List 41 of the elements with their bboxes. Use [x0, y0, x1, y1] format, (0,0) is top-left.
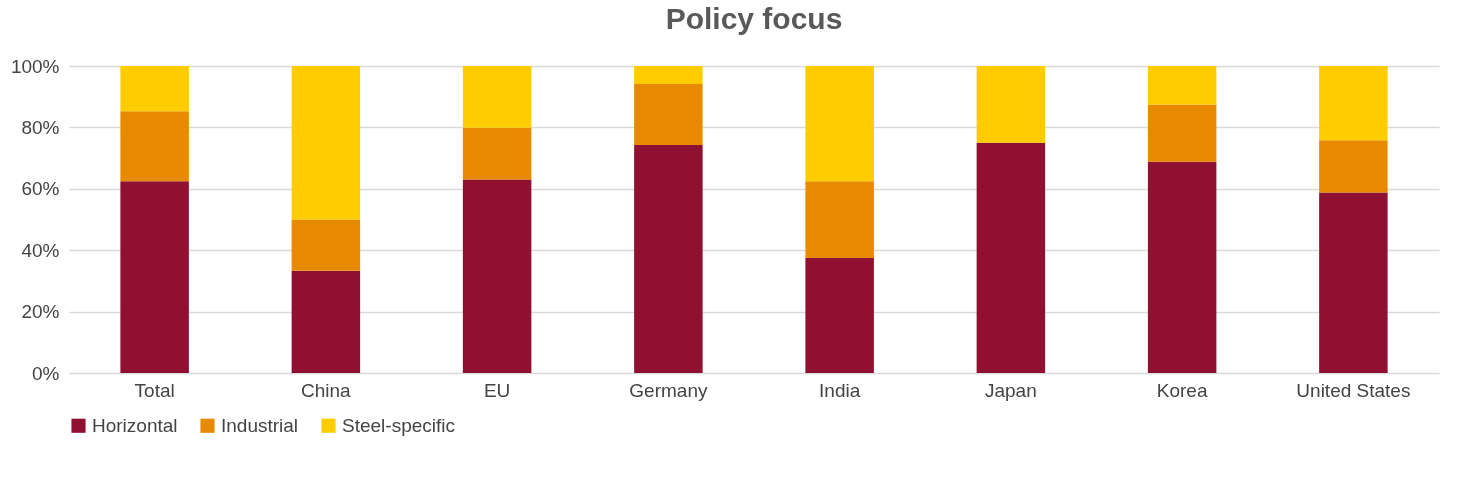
bar [120, 66, 189, 112]
x-tick-label: Total [134, 379, 175, 401]
bar [634, 144, 703, 373]
legend-label: Horizontal [92, 414, 178, 436]
bar [634, 84, 703, 145]
x-tick-label: EU [483, 379, 511, 401]
y-tick-label: 40% [21, 239, 60, 261]
x-tick-label: Germany [629, 379, 708, 401]
bar [462, 127, 532, 180]
x-tick-label: Korea [1156, 379, 1208, 401]
x-tick-label: Japan [984, 379, 1037, 401]
bar [976, 66, 1046, 143]
y-tick-label: 20% [21, 301, 60, 323]
bar [120, 111, 189, 182]
bar [1319, 140, 1388, 193]
legend-label: Industrial [221, 414, 299, 436]
bar [120, 181, 189, 373]
y-tick-label: 60% [21, 178, 60, 200]
bar [634, 66, 703, 85]
bar [1147, 104, 1217, 162]
bar [291, 270, 361, 373]
bar [805, 257, 874, 373]
legend-label: Steel-specific [342, 414, 455, 436]
y-tick-label: 80% [21, 116, 60, 138]
bar [291, 219, 361, 271]
bar [462, 179, 532, 373]
bar [1147, 161, 1217, 373]
x-tick-label: China [301, 379, 352, 401]
bar [1319, 66, 1388, 141]
y-tick-label: 0% [32, 362, 60, 384]
x-tick-label: India [819, 379, 861, 401]
bar [462, 66, 532, 128]
chart-title: Policy focus [665, 2, 843, 35]
bar [1319, 192, 1388, 373]
bar [805, 66, 874, 182]
bar [1147, 66, 1217, 105]
bar [976, 142, 1046, 373]
y-tick-label: 100% [10, 55, 60, 77]
x-tick-label: United States [1296, 379, 1411, 401]
bar [805, 181, 874, 258]
bar [291, 66, 361, 220]
